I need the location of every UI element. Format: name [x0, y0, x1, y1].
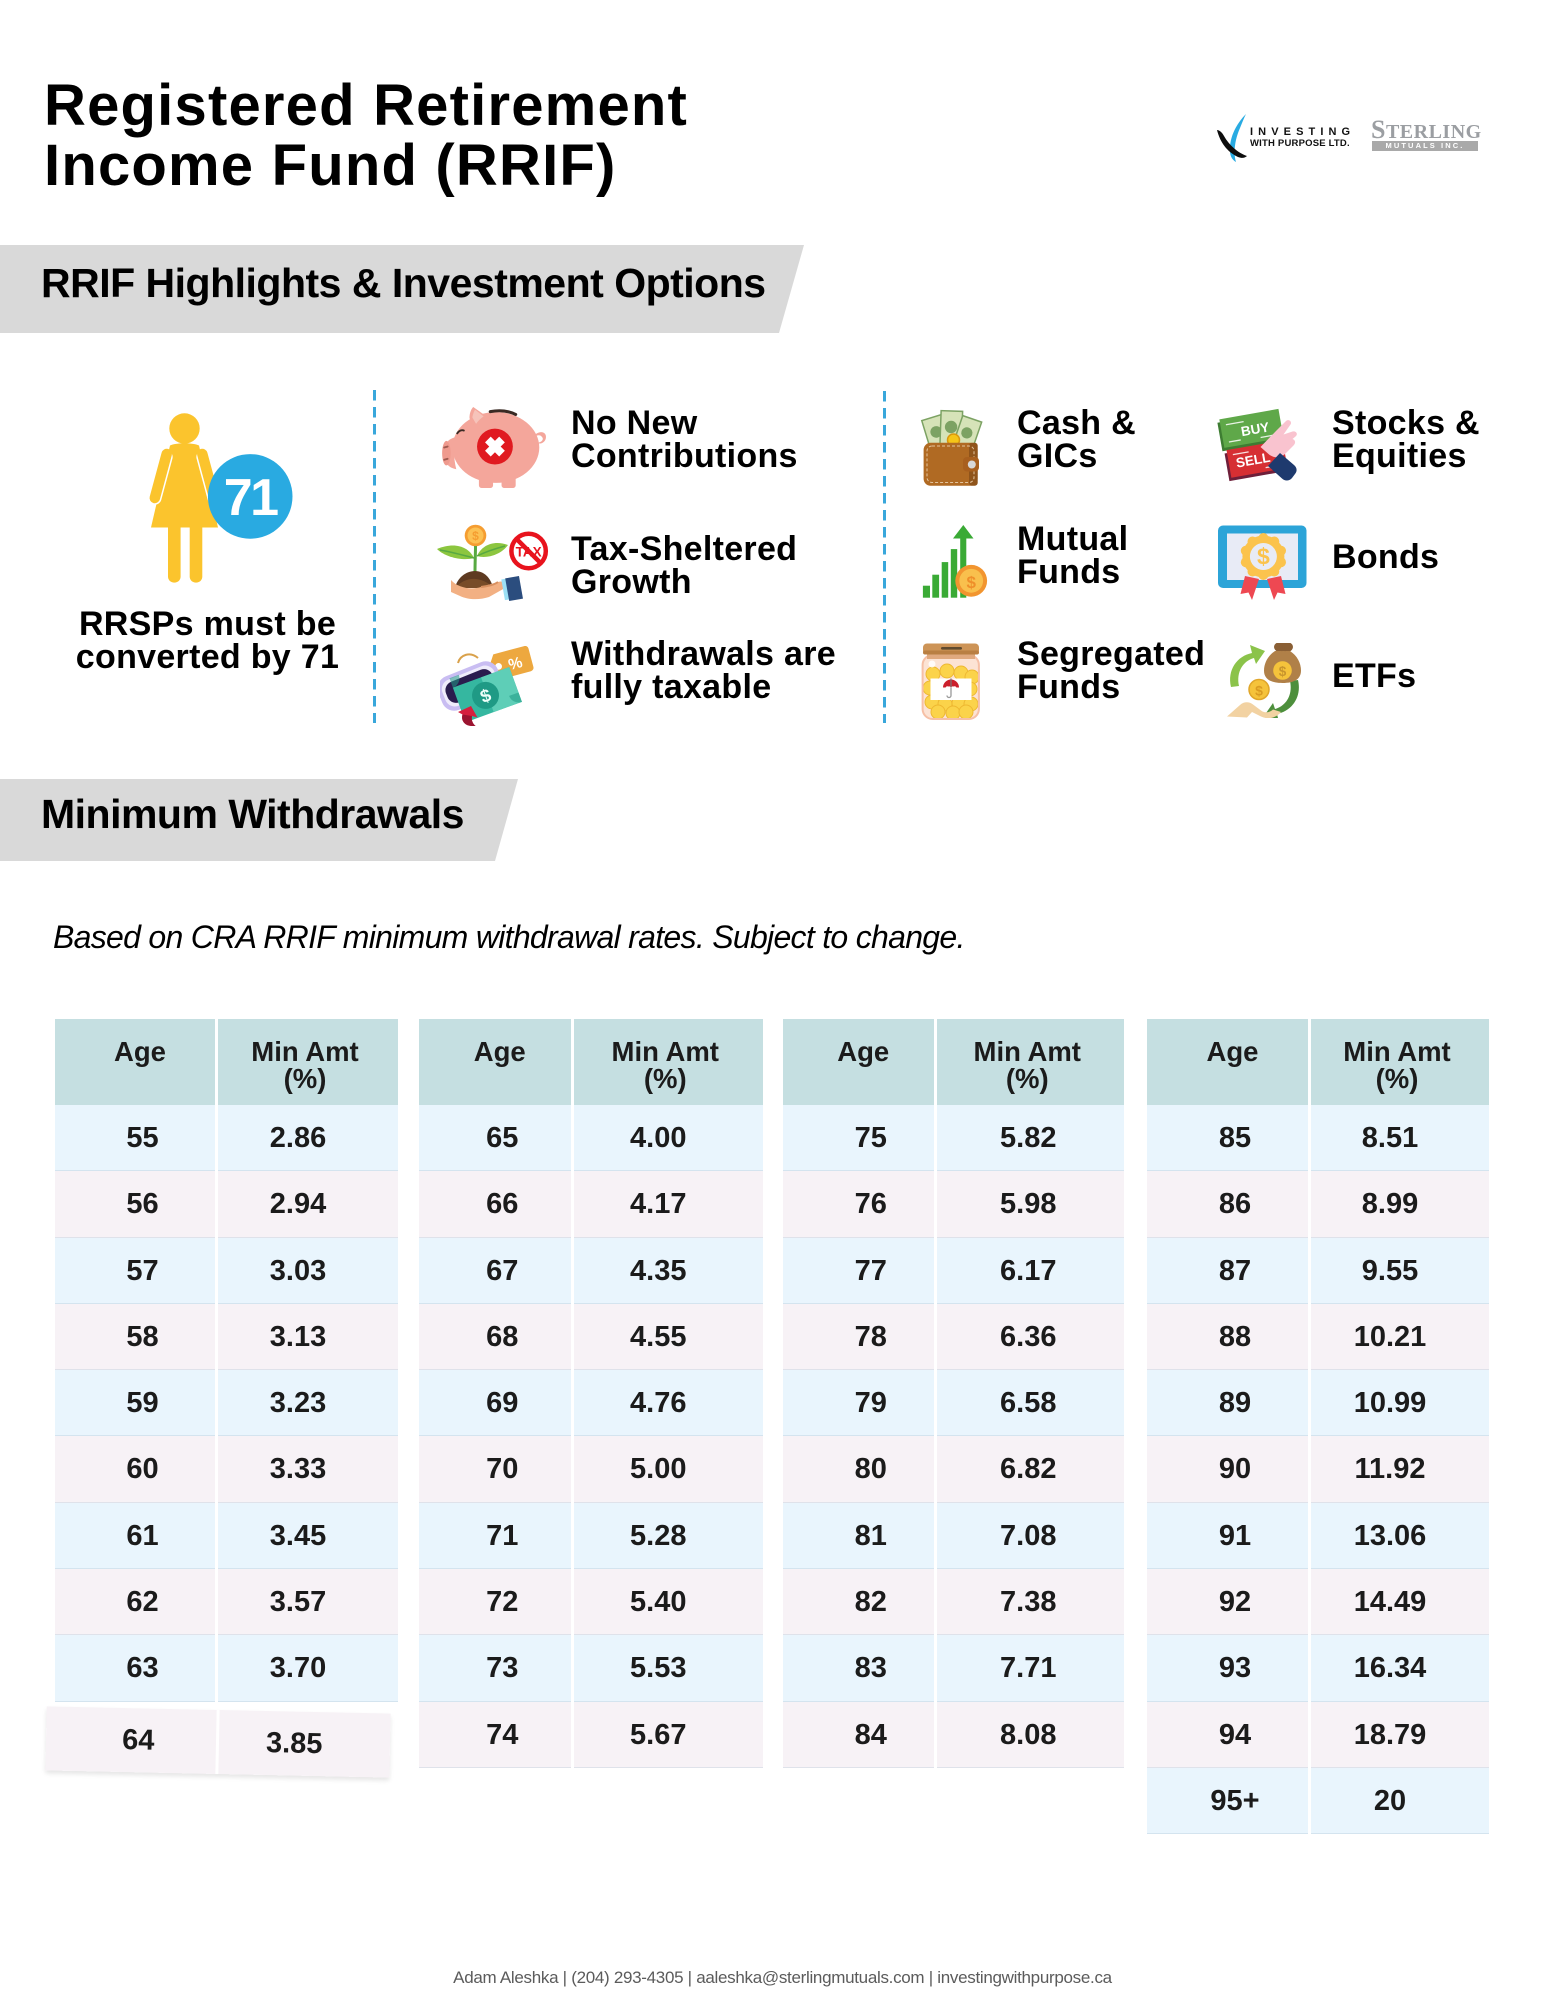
- svg-text:$: $: [1255, 683, 1263, 699]
- svg-text:$: $: [1279, 664, 1287, 679]
- svg-text:%: %: [507, 654, 525, 674]
- svg-text:$: $: [1257, 544, 1270, 570]
- svg-text:BUY: BUY: [1240, 419, 1271, 439]
- svg-text:$: $: [472, 529, 479, 543]
- svg-text:SELL: SELL: [1235, 450, 1272, 471]
- svg-text:$: $: [966, 573, 976, 592]
- svg-text:71: 71: [224, 469, 278, 527]
